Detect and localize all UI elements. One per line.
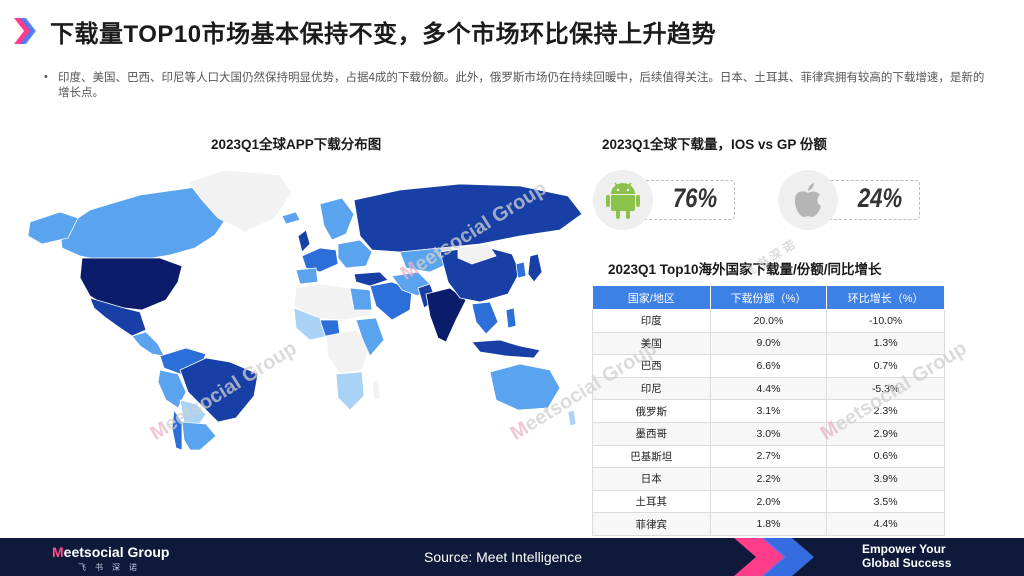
column-header-share: 下载份额（%） (709, 285, 828, 310)
map-region-bolivia (179, 399, 207, 427)
footer-slogan: Empower Your Global Success (862, 542, 952, 570)
map-region-chile (171, 409, 183, 450)
table-row: 巴西 6.6% 0.7% (592, 354, 945, 378)
map-region-middle-east (369, 281, 413, 321)
map-region-central-africa (325, 329, 371, 375)
cell-growth: 4.4% (826, 512, 945, 536)
share-title: 2023Q1全球下载量，IOS vs GP 份额 (602, 137, 827, 152)
table-row: 日本 2.2% 3.9% (592, 467, 945, 491)
map-region-southern-africa (335, 371, 365, 411)
map-region-new-zealand (567, 409, 577, 427)
column-header-growth: 环比增长（%） (826, 285, 945, 310)
table-row: 俄罗斯 3.1% 2.3% (592, 399, 945, 423)
cell-country: 墨西哥 (592, 421, 711, 446)
map-region-scandinavia (319, 197, 355, 241)
map-region-west-africa (293, 307, 329, 341)
footer-chevron-icon (734, 538, 814, 576)
map-region-argentina (181, 421, 217, 450)
cell-country: 印度 (592, 309, 711, 333)
cell-growth: 0.7% (826, 354, 945, 378)
table-row: 菲律宾 1.8% 4.4% (592, 512, 945, 536)
cell-share: 2.2% (709, 467, 828, 491)
footer-brand-cn: 飞书深诺 (78, 563, 146, 572)
map-region-india (425, 287, 467, 343)
intro-bullet: • (44, 71, 48, 83)
map-region-peru (157, 369, 187, 409)
cell-country: 土耳其 (592, 489, 711, 514)
table-row: 土耳其 2.0% 3.5% (592, 489, 945, 514)
map-region-japan (527, 253, 543, 283)
map-region-east-africa (355, 317, 385, 357)
map-region-china (439, 245, 521, 303)
intro-text: 印度、美国、巴西、印尼等人口大国仍然保持明显优势，占据4成的下载份额。此外，俄罗… (58, 72, 985, 99)
table-title: 2023Q1 Top10海外国家下载量/份额/同比增长 (608, 262, 882, 277)
cell-share: 2.7% (709, 444, 828, 469)
map-region-western-europe (301, 247, 339, 273)
cell-growth: 3.9% (826, 467, 945, 491)
map-region-southeast-asia (471, 301, 499, 335)
map-region-indonesia (471, 339, 541, 359)
map-region-iceland (281, 211, 301, 225)
map-region-brazil (179, 357, 259, 423)
column-header-country: 国家/地区 (592, 285, 711, 310)
cell-country: 巴西 (592, 354, 711, 378)
map-title: 2023Q1全球APP下载分布图 (211, 137, 382, 152)
cell-share: 3.1% (709, 399, 828, 423)
map-region-greenland (187, 169, 293, 233)
cell-growth: 0.6% (826, 444, 945, 469)
map-region-turkey (353, 271, 389, 287)
map-region-central-america (131, 331, 165, 357)
world-download-map (27, 169, 583, 450)
cell-country: 印尼 (592, 376, 711, 401)
map-region-usa (79, 257, 183, 311)
cell-share: 2.0% (709, 489, 828, 514)
map-region-philippines (505, 307, 517, 329)
map-region-uk (297, 229, 311, 253)
map-region-mongolia (457, 243, 497, 265)
map-region-kazakhstan (399, 247, 453, 273)
footer-source: Source: Meet Intelligence (424, 549, 582, 565)
map-region-spain (295, 267, 319, 285)
map-region-korea (515, 261, 527, 279)
cell-share: 9.0% (709, 331, 828, 356)
map-region-alaska (27, 211, 79, 245)
map-region-australia (489, 363, 561, 411)
cell-share: 1.8% (709, 512, 828, 536)
cell-growth: -10.0% (826, 309, 945, 333)
cell-country: 巴基斯坦 (592, 444, 711, 469)
cell-growth: 1.3% (826, 331, 945, 356)
cell-share: 20.0% (709, 309, 828, 333)
android-icon (606, 182, 640, 219)
cell-country: 美国 (592, 331, 711, 356)
cell-share: 3.0% (709, 421, 828, 446)
top10-table: 国家/地区 下载份额（%） 环比增长（%） 印度 20.0% -10.0% 美国 9.… (592, 285, 945, 536)
table-row: 印度 20.0% -10.0% (592, 309, 945, 333)
map-region-russia (353, 183, 583, 253)
cell-growth: -5.3% (826, 376, 945, 401)
cell-country: 日本 (592, 467, 711, 491)
table-row: 美国 9.0% 1.3% (592, 331, 945, 356)
cell-share: 4.4% (709, 376, 828, 401)
table-header-row: 国家/地区 下载份额（%） 环比增长（%） (592, 285, 945, 310)
ios-share-value: 24% (857, 183, 903, 213)
map-region-eastern-europe (337, 239, 373, 269)
cell-share: 6.6% (709, 354, 828, 378)
brand-logo-icon (14, 18, 36, 44)
footer-bar: Meetsocial Group 飞书深诺 Source: Meet Intel… (0, 538, 1024, 576)
cell-country: 俄罗斯 (592, 399, 711, 423)
cell-growth: 2.3% (826, 399, 945, 423)
apple-icon (794, 183, 821, 217)
cell-growth: 3.5% (826, 489, 945, 514)
cell-growth: 2.9% (826, 421, 945, 446)
map-region-madagascar (371, 379, 381, 401)
cell-country: 菲律宾 (592, 512, 711, 536)
table-row: 印尼 4.4% -5.3% (592, 376, 945, 401)
page-title: 下载量TOP10市场基本保持不变，多个市场环比保持上升趋势 (50, 21, 717, 48)
android-share-value: 76% (672, 183, 718, 213)
map-region-egypt (349, 287, 373, 311)
footer-brand: Meetsocial Group (52, 544, 170, 560)
table-row: 巴基斯坦 2.7% 0.6% (592, 444, 945, 469)
table-row: 墨西哥 3.0% 2.9% (592, 421, 945, 446)
